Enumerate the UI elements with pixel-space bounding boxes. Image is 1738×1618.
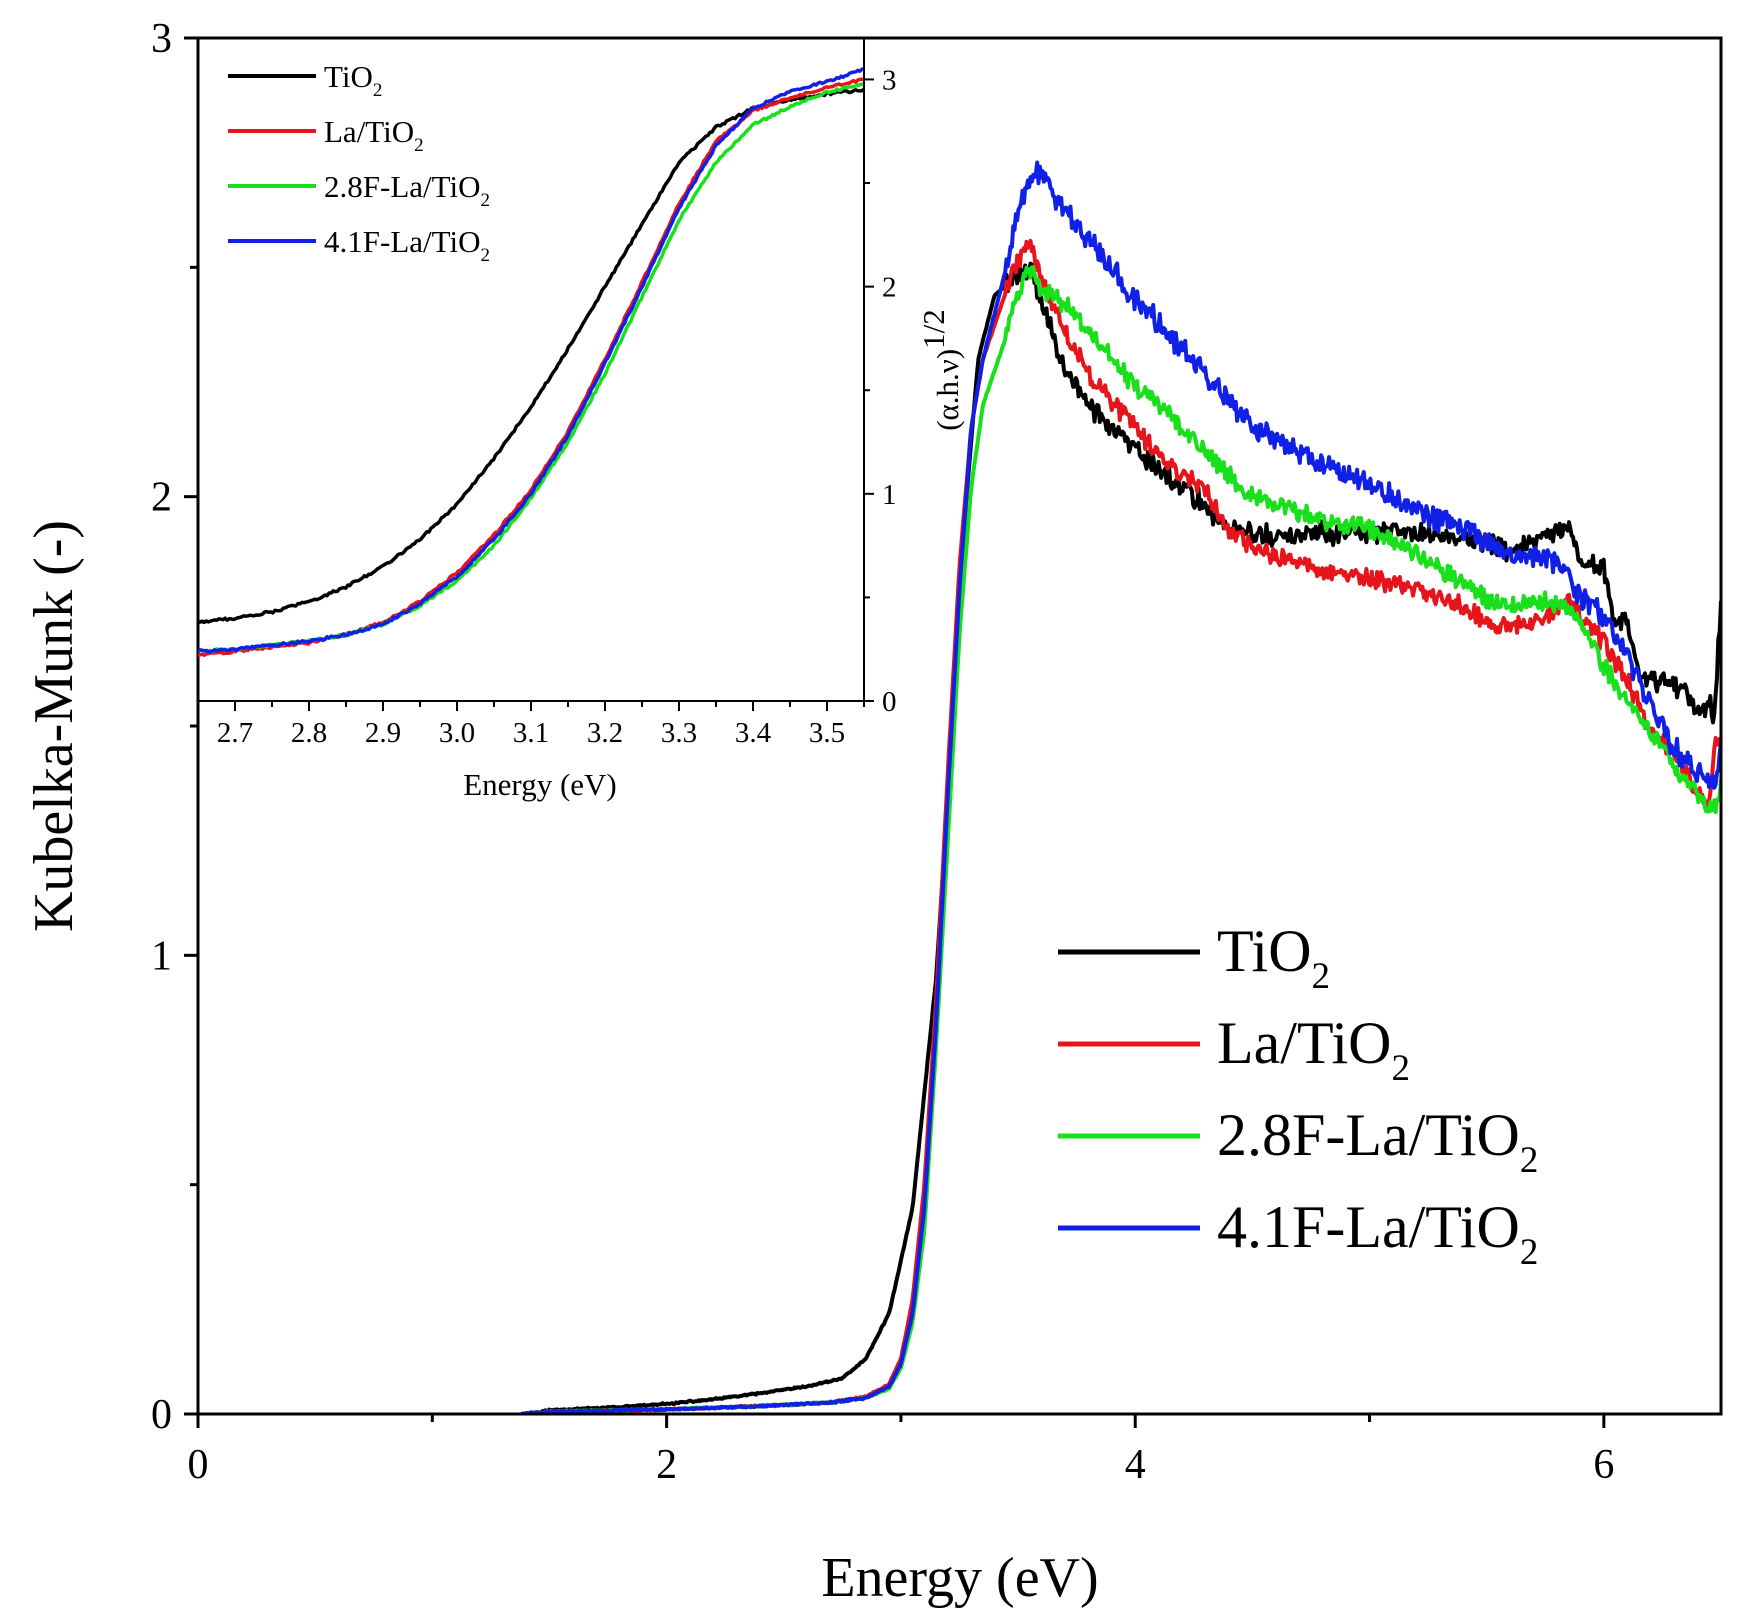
inset-series-group [198,67,864,658]
inset-legend-label-la-tio2: La/TiO2 [324,114,424,156]
inset-y-axis-label-sup: 1/2 [916,309,951,349]
inset-x-tick-label: 2.9 [365,717,401,749]
main-legend-label-tio2-subscript: 2 [1312,956,1331,997]
inset-y-axis-label: (α.h.ν)1/2 [916,309,965,431]
main-legend-label-2-8f-la-tio2-base: 2.8F-La/TiO [1217,1102,1520,1168]
inset-x-tick-label: 3.3 [661,717,697,749]
inset-plot: 2.7 2.8 2.9 3.0 3.1 3.2 3.3 3.4 3.5 0 1 2 3 Energy (… [198,38,965,802]
main-x-tick-label: 0 [188,1442,209,1488]
inset-legend-label-tio2: TiO2 [324,59,382,101]
main-legend-label-4-1f-la-tio2-subscript: 2 [1520,1232,1539,1273]
inset-axes: 2.7 2.8 2.9 3.0 3.1 3.2 3.3 3.4 3.5 0 1 2 3 [217,64,897,749]
inset-x-tick-label: 3.2 [587,717,623,749]
main-series-line-4-1f-la-tio2 [520,160,1721,1414]
main-legend-label-2-8f-la-tio2-subscript: 2 [1520,1140,1539,1181]
inset-x-axis-label: Energy (eV) [463,767,617,802]
main-x-tick-label: 6 [1593,1442,1614,1488]
inset-legend-label-2-8f-la-tio2: 2.8F-La/TiO2 [324,169,490,211]
main-y-tick-label: 3 [151,16,172,62]
inset-y-tick-label: 3 [882,64,897,96]
inset-legend-label-4-1f-la-tio2: 4.1F-La/TiO2 [324,224,490,266]
main-legend-label-la-tio2-base: La/TiO [1217,1010,1392,1076]
main-legend-label-4-1f-la-tio2-base: 4.1F-La/TiO [1217,1194,1520,1260]
inset-legend-label-la-tio2-base: La/TiO [324,114,414,149]
main-legend-label-tio2-base: TiO [1217,918,1312,984]
inset-x-tick-label: 3.0 [439,717,475,749]
main-y-tick-label: 1 [151,933,172,979]
main-legend-label-4-1f-la-tio2: 4.1F-La/TiO2 [1217,1194,1538,1273]
main-plot: 0 2 4 6 0 1 2 3 Energy (eV) Kubelka-Munk (-) Ti… [23,16,1723,1609]
inset-x-tick-label: 3.1 [513,717,549,749]
main-legend-label-tio2: TiO2 [1217,918,1330,997]
main-series-group [520,160,1721,1414]
inset-legend-label-tio2-subscript: 2 [373,80,383,101]
inset-y-tick-label: 2 [882,272,897,304]
inset-x-tick-label: 2.7 [217,717,253,749]
inset-legend-label-la-tio2-subscript: 2 [414,135,424,156]
inset-x-tick-label: 3.4 [735,717,772,749]
inset-series-line-4-1f-la-tio2 [198,67,864,654]
inset-legend-label-2-8f-la-tio2-subscript: 2 [480,190,490,211]
main-y-tick-label: 0 [151,1392,172,1438]
main-x-tick-label: 4 [1125,1442,1146,1488]
main-y-tick-label: 2 [151,475,172,521]
main-axes: 0 2 4 6 0 1 2 3 [151,16,1614,1488]
inset-legend-label-4-1f-la-tio2-base: 4.1F-La/TiO [324,224,480,259]
inset-legend-label-tio2-base: TiO [324,59,373,94]
main-y-axis-label: Kubelka-Munk (-) [23,520,85,932]
main-legend-label-la-tio2: La/TiO2 [1217,1010,1410,1089]
inset-legend-label-4-1f-la-tio2-subscript: 2 [480,245,490,266]
inset-x-tick-label: 3.5 [809,717,845,749]
main-legend-label-la-tio2-subscript: 2 [1392,1048,1411,1089]
main-legend-label-2-8f-la-tio2: 2.8F-La/TiO2 [1217,1102,1538,1181]
main-x-tick-label: 2 [656,1442,677,1488]
inset-legend-label-2-8f-la-tio2-base: 2.8F-La/TiO [324,169,480,204]
inset-y-axis-label-base: (α.h.ν) [930,349,965,431]
inset-y-tick-label: 0 [882,686,897,718]
inset-x-tick-label: 2.8 [291,717,327,749]
main-x-axis-label: Energy (eV) [821,1547,1098,1609]
main-series-line-tio2 [520,261,1721,1414]
inset-y-tick-label: 1 [882,479,897,511]
